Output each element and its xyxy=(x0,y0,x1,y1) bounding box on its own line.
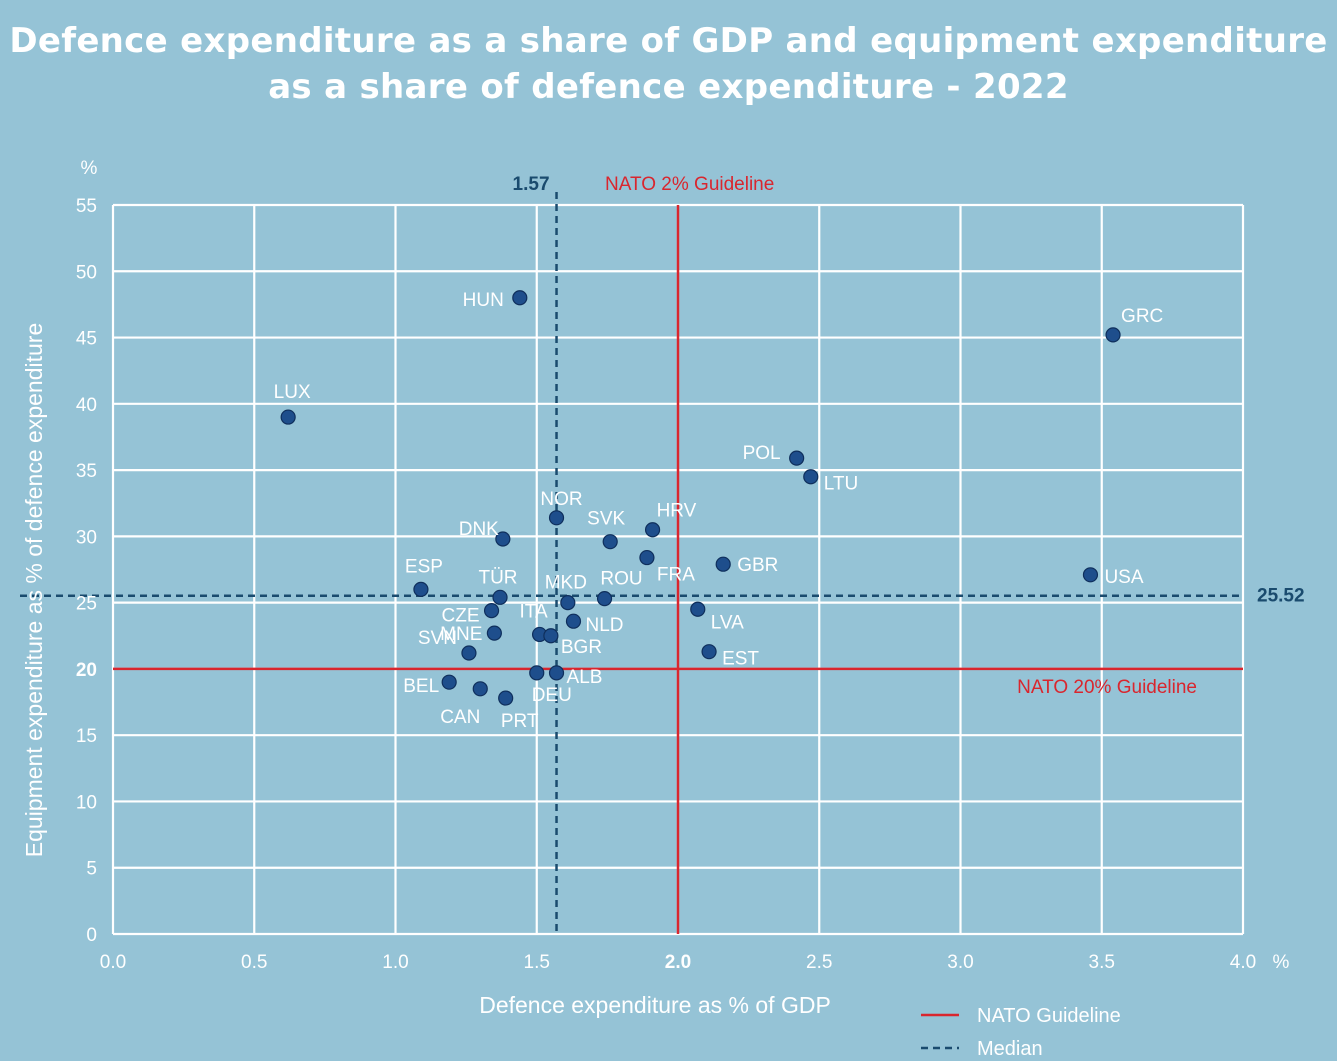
y-unit-label: % xyxy=(81,158,98,179)
point-label-alb: ALB xyxy=(567,667,603,688)
point-label-nor: NOR xyxy=(540,489,582,510)
point-label-tür: TÜR xyxy=(478,567,517,588)
reference-lines xyxy=(20,192,1243,934)
point-label-mkd: MKD xyxy=(545,573,587,594)
y-tick-label: 10 xyxy=(76,792,97,813)
point-label-gbr: GBR xyxy=(737,555,778,576)
point-mne xyxy=(486,625,502,641)
axis-ticks: 0.0 0.5 1.0 1.5 2.0 2.5 3.0 3.5 4.0 0 5 10 15 20 25 30 3… xyxy=(76,158,1290,973)
point-alb xyxy=(548,665,565,681)
x-tick-label: 3.5 xyxy=(1089,952,1115,973)
y-tick-label: 15 xyxy=(76,726,97,747)
point-label-hun: HUN xyxy=(463,290,504,311)
x-tick-label: 0.5 xyxy=(241,952,267,973)
median-y-label: 25.52 xyxy=(1257,586,1305,607)
x-tick-label: 2.5 xyxy=(806,952,832,973)
point-nor xyxy=(548,510,565,526)
y-tick-label: 50 xyxy=(76,262,97,283)
point-pol xyxy=(789,450,805,466)
guideline-x-label: NATO 2% Guideline xyxy=(605,174,774,195)
y-tick-label: 55 xyxy=(76,196,97,217)
chart-title-line-2: as a share of defence expenditure - 2022 xyxy=(268,67,1069,107)
x-tick-label: 4.0 xyxy=(1230,952,1256,973)
point-label-bel: BEL xyxy=(403,676,439,697)
point-label-dnk: DNK xyxy=(459,519,499,540)
point-label-fra: FRA xyxy=(657,565,695,586)
x-tick-label: 0.0 xyxy=(100,952,126,973)
y-tick-label: 25 xyxy=(76,594,97,615)
y-tick-label: 45 xyxy=(76,329,97,350)
legend-label-1: Median xyxy=(977,1038,1043,1060)
x-tick-label: 1.0 xyxy=(382,952,408,973)
x-axis-title: Defence expenditure as % of GDP xyxy=(479,992,831,1018)
point-label-ita: ITA xyxy=(519,601,547,622)
point-lux xyxy=(280,409,296,425)
point-nld xyxy=(565,613,582,629)
point-label-ltu: LTU xyxy=(824,474,858,495)
point-prt xyxy=(498,690,514,706)
point-dnk xyxy=(495,531,511,547)
point-esp xyxy=(413,581,429,597)
point-ltu xyxy=(803,469,819,485)
data-points xyxy=(280,290,1121,706)
point-hrv xyxy=(644,522,661,538)
chart-title-line-1: Defence expenditure as a share of GDP an… xyxy=(9,21,1328,61)
point-label-svn: SVN xyxy=(418,628,457,649)
y-axis-title: Equipment expenditure as % of defence ex… xyxy=(21,323,47,857)
point-label-rou: ROU xyxy=(600,569,642,590)
point-lva xyxy=(690,601,706,617)
guideline-y-label: NATO 20% Guideline xyxy=(1017,677,1197,698)
y-tick-label: 5 xyxy=(86,859,97,880)
x-tick-label: 2.0 xyxy=(665,952,691,973)
point-bel xyxy=(441,674,457,690)
point-usa xyxy=(1082,567,1099,583)
point-label-svk: SVK xyxy=(587,509,625,530)
point-svk xyxy=(602,534,618,550)
legend: NATO Guideline Median xyxy=(921,1005,1121,1060)
chart-title: Defence expenditure as a share of GDP an… xyxy=(0,18,1337,110)
point-label-esp: ESP xyxy=(405,556,443,577)
point-label-nld: NLD xyxy=(585,615,623,636)
y-tick-label: 20 xyxy=(76,660,97,681)
x-tick-label: 1.5 xyxy=(524,952,550,973)
point-svn xyxy=(461,645,477,661)
reference-labels: 1.57 NATO 2% Guideline 25.52 NATO 20% Guide… xyxy=(513,174,1305,698)
point-label-hrv: HRV xyxy=(657,501,697,522)
point-label-bgr: BGR xyxy=(561,637,602,658)
point-label-grc: GRC xyxy=(1121,306,1163,327)
median-x-label: 1.57 xyxy=(513,174,550,195)
point-grc xyxy=(1105,327,1121,343)
point-tür xyxy=(492,589,508,605)
point-label-est: EST xyxy=(722,649,759,670)
y-tick-label: 35 xyxy=(76,461,97,482)
point-mkd xyxy=(560,595,576,611)
point-bgr xyxy=(543,628,559,644)
point-label-can: CAN xyxy=(440,707,480,728)
point-fra xyxy=(639,549,655,566)
point-label-usa: USA xyxy=(1104,567,1143,588)
point-gbr xyxy=(715,556,731,572)
x-tick-label: 3.0 xyxy=(947,952,973,973)
point-can xyxy=(472,681,488,697)
point-cze xyxy=(483,602,500,619)
y-tick-label: 40 xyxy=(76,395,97,416)
x-unit-label: % xyxy=(1273,952,1290,973)
point-deu xyxy=(529,665,545,681)
point-est xyxy=(701,644,717,660)
point-label-cze: CZE xyxy=(442,606,480,627)
point-hun xyxy=(512,290,528,306)
point-label-prt: PRT xyxy=(501,711,539,732)
point-label-lva: LVA xyxy=(711,612,744,633)
axis-titles: Defence expenditure as % of GDP Equipment… xyxy=(21,323,831,1018)
point-label-mne: MNE xyxy=(440,624,482,645)
point-label-deu: DEU xyxy=(532,685,572,706)
y-tick-label: 0 xyxy=(86,925,97,946)
point-labels: HUN GRC LUX POL LTU NOR HRV DNK SVK FRA GBR USA ESP T… xyxy=(274,290,1164,732)
point-rou xyxy=(596,591,613,607)
point-label-pol: POL xyxy=(743,443,781,464)
legend-label-0: NATO Guideline xyxy=(977,1005,1121,1027)
point-label-lux: LUX xyxy=(274,382,311,403)
y-tick-label: 30 xyxy=(76,527,97,548)
